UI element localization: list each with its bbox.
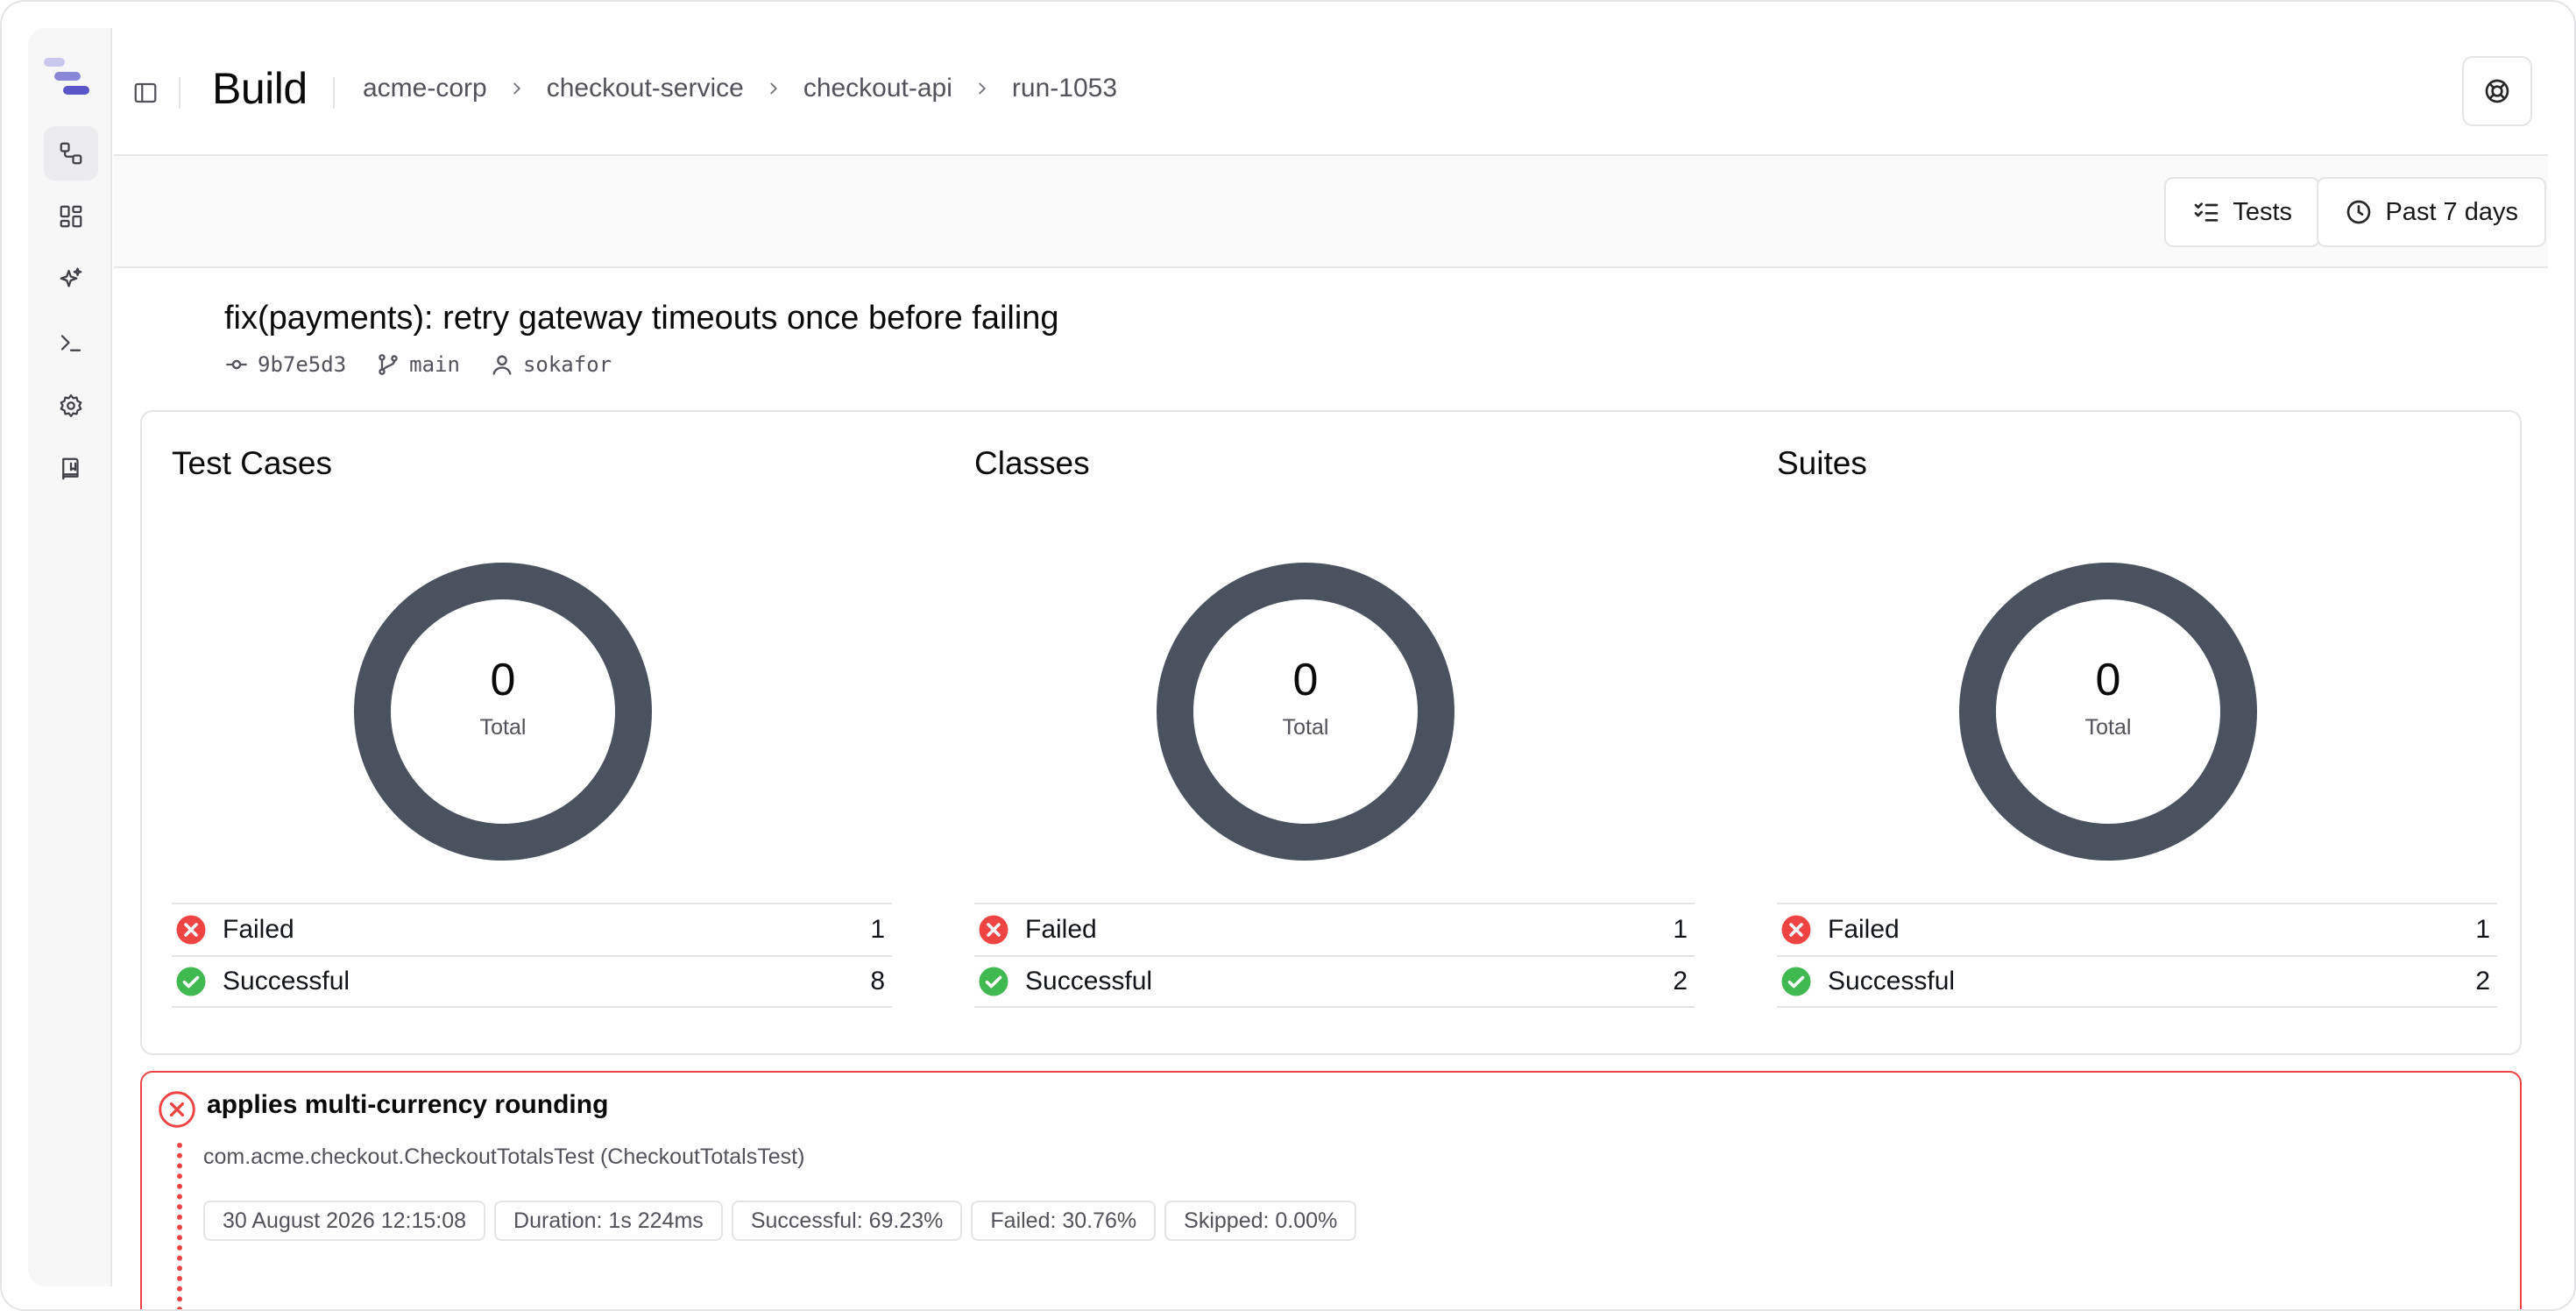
test-cases-panel: Test Cases 0 Total Failed 1 Successful 8 (142, 412, 862, 1053)
suites-panel: Suites 0 Total Failed 1 Successful 2 (1747, 412, 2467, 1053)
tests-button-label: Tests (2233, 198, 2292, 227)
breadcrumb-run[interactable]: run-1053 (1012, 74, 1117, 103)
terminal-icon[interactable] (44, 315, 98, 370)
test-meta-chips: 30 August 2026 12:15:08 Duration: 1s 224… (203, 1201, 1356, 1241)
success-icon (175, 966, 207, 997)
commit-branch-text: main (409, 352, 460, 377)
row-label: Successful (1828, 967, 2475, 996)
commit-meta: 9b7e5d3 main sokafor (224, 352, 612, 377)
settings-icon[interactable] (44, 379, 98, 433)
divider (333, 77, 335, 109)
row-label: Failed (223, 915, 870, 945)
breadcrumb-org[interactable]: acme-corp (363, 74, 487, 103)
logo-icon (44, 51, 96, 112)
donut-total: 0 (354, 654, 652, 706)
success-icon (978, 966, 1009, 997)
page-title: Build (212, 63, 308, 114)
divider (179, 77, 180, 109)
row-value: 8 (870, 967, 885, 996)
summary-card: Test Cases 0 Total Failed 1 Successful 8… (140, 410, 2522, 1055)
failed-test-card[interactable]: applies multi-currency rounding com.acme… (140, 1071, 2522, 1311)
date-range-label: Past 7 days (2385, 198, 2518, 227)
donut-total-label: Total (1959, 715, 2257, 741)
classes-panel: Classes 0 Total Failed 1 Successful 2 (945, 412, 1665, 1053)
failed-row: Failed 1 (1777, 903, 2497, 955)
failed-row: Failed 1 (974, 903, 1695, 955)
failed-icon (978, 914, 1009, 946)
panel-title: Test Cases (172, 445, 332, 482)
failed-test-title: applies multi-currency rounding (207, 1090, 608, 1120)
chevron-right-icon (487, 79, 547, 98)
row-value: 1 (870, 915, 885, 945)
failed-test-class: com.acme.checkout.CheckoutTotalsTest (Ch… (203, 1144, 804, 1170)
donut-chart: 0 Total (354, 563, 652, 861)
clock-icon (2345, 198, 2373, 226)
failed-row: Failed 1 (172, 903, 892, 955)
success-icon (1780, 966, 1812, 997)
row-label: Failed (1025, 915, 1673, 945)
commit-author[interactable]: sokafor (490, 352, 612, 377)
successful-row: Successful 2 (974, 955, 1695, 1008)
timestamp-chip: 30 August 2026 12:15:08 (203, 1201, 485, 1241)
header: Build acme-corp checkout-service checkou… (114, 28, 2548, 156)
tests-button[interactable]: Tests (2164, 177, 2320, 247)
donut-total-label: Total (1157, 715, 1454, 741)
donut-total-label: Total (354, 715, 652, 741)
skipped-rate-chip: Skipped: 0.00% (1164, 1201, 1356, 1241)
dashboard-icon[interactable] (44, 189, 98, 244)
panel-title: Classes (974, 445, 1090, 482)
failed-icon (175, 914, 207, 946)
timeline-rail (177, 1143, 182, 1311)
failed-icon (1780, 914, 1812, 946)
date-range-button[interactable]: Past 7 days (2317, 177, 2546, 247)
commit-sha-text: 9b7e5d3 (258, 352, 346, 377)
donut-total: 0 (1157, 654, 1454, 706)
sparkles-icon[interactable] (44, 252, 98, 307)
donut-chart: 0 Total (1959, 563, 2257, 861)
successful-row: Successful 8 (172, 955, 892, 1008)
commit-sha[interactable]: 9b7e5d3 (224, 352, 346, 377)
row-value: 2 (2475, 967, 2490, 996)
donut-total: 0 (1959, 654, 2257, 706)
toolbar: Tests Past 7 days (114, 156, 2548, 268)
row-label: Successful (223, 967, 870, 996)
list-checks-icon (2192, 198, 2220, 226)
failed-circle-icon (158, 1090, 196, 1129)
row-label: Successful (1025, 967, 1673, 996)
book-icon[interactable] (44, 442, 98, 496)
successful-row: Successful 2 (1777, 955, 2497, 1008)
branch-icon (376, 352, 400, 377)
successful-rate-chip: Successful: 69.23% (732, 1201, 963, 1241)
git-compare-icon[interactable] (44, 126, 98, 181)
commit-author-text: sokafor (523, 352, 612, 377)
chevron-right-icon (952, 79, 1012, 98)
sidebar (28, 28, 112, 1286)
commit-icon (224, 352, 249, 377)
row-value: 2 (1673, 967, 1688, 996)
breadcrumb-project[interactable]: checkout-api (803, 74, 952, 103)
duration-chip: Duration: 1s 224ms (494, 1201, 723, 1241)
user-icon (490, 352, 514, 377)
failed-rate-chip: Failed: 30.76% (971, 1201, 1156, 1241)
donut-chart: 0 Total (1157, 563, 1454, 861)
row-value: 1 (2475, 915, 2490, 945)
breadcrumb-service[interactable]: checkout-service (547, 74, 744, 103)
commit-message: fix(payments): retry gateway timeouts on… (224, 300, 1059, 337)
breadcrumb: acme-corp checkout-service checkout-api … (363, 74, 1117, 103)
chevron-right-icon (744, 79, 803, 98)
row-label: Failed (1828, 915, 2475, 945)
sidebar-toggle-icon[interactable] (130, 77, 161, 109)
commit-branch[interactable]: main (376, 352, 460, 377)
life-buoy-icon[interactable] (2462, 56, 2532, 126)
row-value: 1 (1673, 915, 1688, 945)
panel-title: Suites (1777, 445, 1867, 482)
